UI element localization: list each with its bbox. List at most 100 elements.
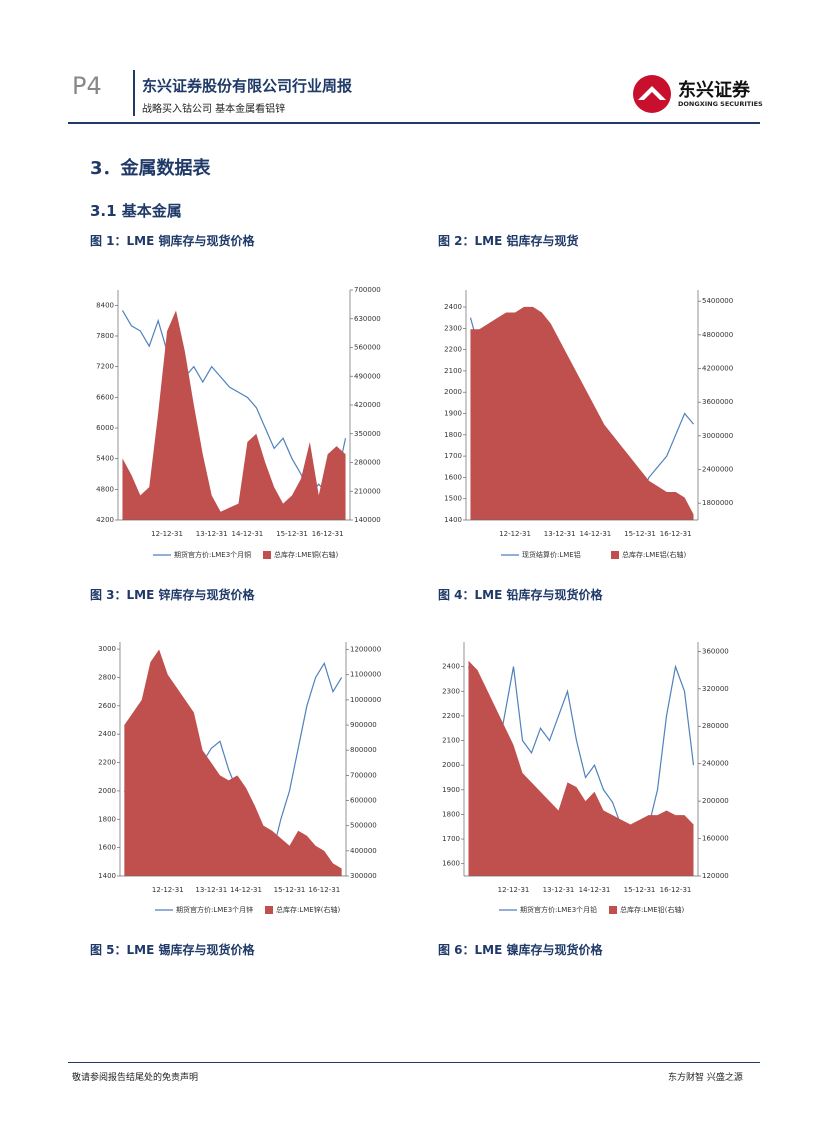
y-tick-label: 2200 xyxy=(444,346,462,354)
y2-tick-label: 3600000 xyxy=(702,398,733,406)
y2-tick-label: 560000 xyxy=(354,344,381,352)
y2-tick-label: 5400000 xyxy=(702,297,733,305)
legend-label: 总库存:LME铅(右轴) xyxy=(620,905,684,914)
y2-tick-label: 4800000 xyxy=(702,331,733,339)
x-tick-label: 13-12-31 xyxy=(195,886,227,894)
y2-tick-label: 1000000 xyxy=(350,696,381,704)
x-tick-label: 12-12-31 xyxy=(152,886,184,894)
caption: 图 4：LME 铅库存与现货价格 xyxy=(438,588,603,602)
page-number: P4 xyxy=(72,72,102,100)
inventory-area xyxy=(124,649,342,876)
y2-tick-label: 300000 xyxy=(350,872,377,880)
y2-tick-label: 3000000 xyxy=(702,432,733,440)
report-subtitle: 战略买入钴公司 基本金属看铝锌 xyxy=(142,104,286,115)
y-tick-label: 6000 xyxy=(96,424,114,432)
y-tick-label: 2300 xyxy=(442,687,460,695)
y-tick-label: 4200 xyxy=(96,516,114,524)
x-tick-label: 15-12-31 xyxy=(274,886,306,894)
y-tick-label: 2600 xyxy=(98,702,116,710)
y-tick-label: 1500 xyxy=(444,495,462,503)
x-tick-label: 14-12-31 xyxy=(579,886,611,894)
y2-tick-label: 320000 xyxy=(702,685,729,693)
report-title: 东兴证券股份有限公司行业周报 xyxy=(142,77,353,95)
y-tick-label: 5400 xyxy=(96,455,114,463)
y2-tick-label: 280000 xyxy=(702,722,729,730)
x-tick-label: 15-12-31 xyxy=(276,530,308,538)
inventory-area xyxy=(468,660,694,876)
x-tick-label: 13-12-31 xyxy=(196,530,228,538)
legend-label: 总库存:LME铝(右轴) xyxy=(622,550,686,559)
legend-label: 期货官方价:LME3个月铜 xyxy=(174,550,251,559)
y-tick-label: 2100 xyxy=(442,737,460,745)
legend-label: 现货结算价:LME铝 xyxy=(522,550,581,559)
x-tick-label: 15-12-31 xyxy=(624,886,656,894)
legend-swatch xyxy=(265,906,273,914)
y-tick-label: 1600 xyxy=(442,860,460,868)
legend-swatch xyxy=(263,551,271,559)
y-tick-label: 7800 xyxy=(96,332,114,340)
y2-tick-label: 200000 xyxy=(702,797,729,805)
divider xyxy=(133,70,135,116)
x-tick-label: 16-12-31 xyxy=(660,530,692,538)
y2-tick-label: 280000 xyxy=(354,459,381,467)
x-tick-label: 14-12-31 xyxy=(579,530,611,538)
y-tick-label: 1700 xyxy=(442,835,460,843)
y2-tick-label: 1800000 xyxy=(702,499,733,507)
y-tick-label: 1700 xyxy=(444,452,462,460)
y2-tick-label: 600000 xyxy=(350,797,377,805)
legend-label: 期货官方价:LME3个月铅 xyxy=(520,905,597,914)
y2-tick-label: 420000 xyxy=(354,401,381,409)
legend-label: 期货官方价:LME3个月锌 xyxy=(176,905,253,914)
caption: 图 2：LME 铝库存与现货 xyxy=(438,234,579,248)
legend-swatch xyxy=(609,906,617,914)
caption: 图 3：LME 锌库存与现货价格 xyxy=(90,588,255,602)
y2-tick-label: 500000 xyxy=(350,822,377,830)
y2-tick-label: 120000 xyxy=(702,872,729,880)
y2-tick-label: 900000 xyxy=(350,721,377,729)
y-tick-label: 2100 xyxy=(444,367,462,375)
y2-tick-label: 1200000 xyxy=(350,646,381,654)
legend-label: 总库存:LME铜(右轴) xyxy=(274,550,338,559)
y2-tick-label: 350000 xyxy=(354,430,381,438)
x-tick-label: 16-12-31 xyxy=(312,530,344,538)
subsection-title: 3.1 基本金属 xyxy=(90,202,182,220)
y-tick-label: 2000 xyxy=(444,388,462,396)
logo-icon xyxy=(633,75,671,113)
y2-tick-label: 4200000 xyxy=(702,365,733,373)
y2-tick-label: 210000 xyxy=(354,487,381,495)
y-tick-label: 2000 xyxy=(442,761,460,769)
header-rule xyxy=(68,122,760,124)
footer-right: 东方财智 兴盛之源 xyxy=(668,1073,743,1083)
y-tick-label: 2000 xyxy=(98,787,116,795)
y2-tick-label: 400000 xyxy=(350,847,377,855)
y2-tick-label: 160000 xyxy=(702,835,729,843)
y-tick-label: 2400 xyxy=(444,303,462,311)
y-tick-label: 2300 xyxy=(444,324,462,332)
logo-text: 东兴证券 xyxy=(678,80,750,101)
y-tick-label: 2400 xyxy=(442,663,460,671)
y2-tick-label: 630000 xyxy=(354,315,381,323)
y-tick-label: 1900 xyxy=(444,410,462,418)
legend-label: 总库存:LME锌(右轴) xyxy=(276,905,340,914)
x-tick-label: 12-12-31 xyxy=(499,530,531,538)
y2-tick-label: 140000 xyxy=(354,516,381,524)
y2-tick-label: 800000 xyxy=(350,746,377,754)
inventory-area xyxy=(470,306,694,520)
y2-tick-label: 2400000 xyxy=(702,466,733,474)
y-tick-label: 8400 xyxy=(96,301,114,309)
y-tick-label: 7200 xyxy=(96,363,114,371)
price-line xyxy=(467,664,695,853)
y2-tick-label: 360000 xyxy=(702,647,729,655)
y-tick-label: 4800 xyxy=(96,485,114,493)
caption: 图 1：LME 铜库存与现货价格 xyxy=(90,234,255,248)
y-tick-label: 1800 xyxy=(444,431,462,439)
x-tick-label: 15-12-31 xyxy=(624,530,656,538)
y-tick-label: 1600 xyxy=(444,473,462,481)
logo-english: DONGXING SECURITIES xyxy=(678,100,763,108)
y-tick-label: 2800 xyxy=(98,673,116,681)
y-tick-label: 2200 xyxy=(442,712,460,720)
caption: 图 6：LME 镍库存与现货价格 xyxy=(438,943,603,957)
y-tick-label: 1900 xyxy=(442,786,460,794)
y-tick-label: 1800 xyxy=(442,810,460,818)
